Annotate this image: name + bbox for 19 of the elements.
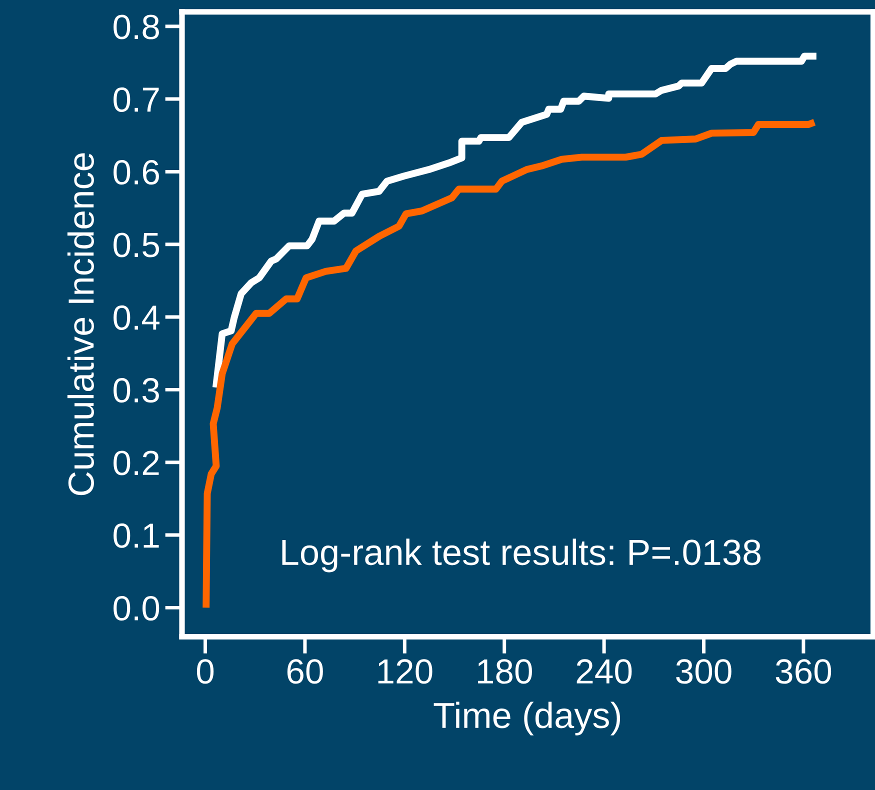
x-tick-label: 360: [776, 659, 832, 684]
x-tick-label: 60: [287, 659, 323, 684]
y-tick-label: 0.3: [114, 378, 159, 403]
x-tick-label: 240: [576, 659, 632, 684]
y-axis-title: Cumulative Incidence: [67, 153, 94, 496]
y-tick-label: 0.6: [114, 160, 159, 185]
annotation: Log-rank test results: P=.0138: [282, 538, 761, 572]
y-tick-label: 0.4: [114, 305, 160, 330]
x-tick-label: 300: [676, 659, 732, 684]
x-tick-label: 180: [478, 659, 532, 684]
y-tick-label: 0.1: [114, 523, 159, 548]
y-tick-label: 0.2: [114, 450, 159, 476]
y-tick-label: 0.7: [114, 87, 159, 112]
x-tick-label: 120: [378, 659, 432, 684]
y-tick-label: 0.8: [114, 14, 159, 40]
x-tick-label: 0: [196, 659, 214, 684]
y-tick-label: 0.0: [114, 596, 160, 621]
y-tick-label: 0.5: [114, 232, 160, 258]
x-axis-title: Time (days): [434, 702, 620, 736]
